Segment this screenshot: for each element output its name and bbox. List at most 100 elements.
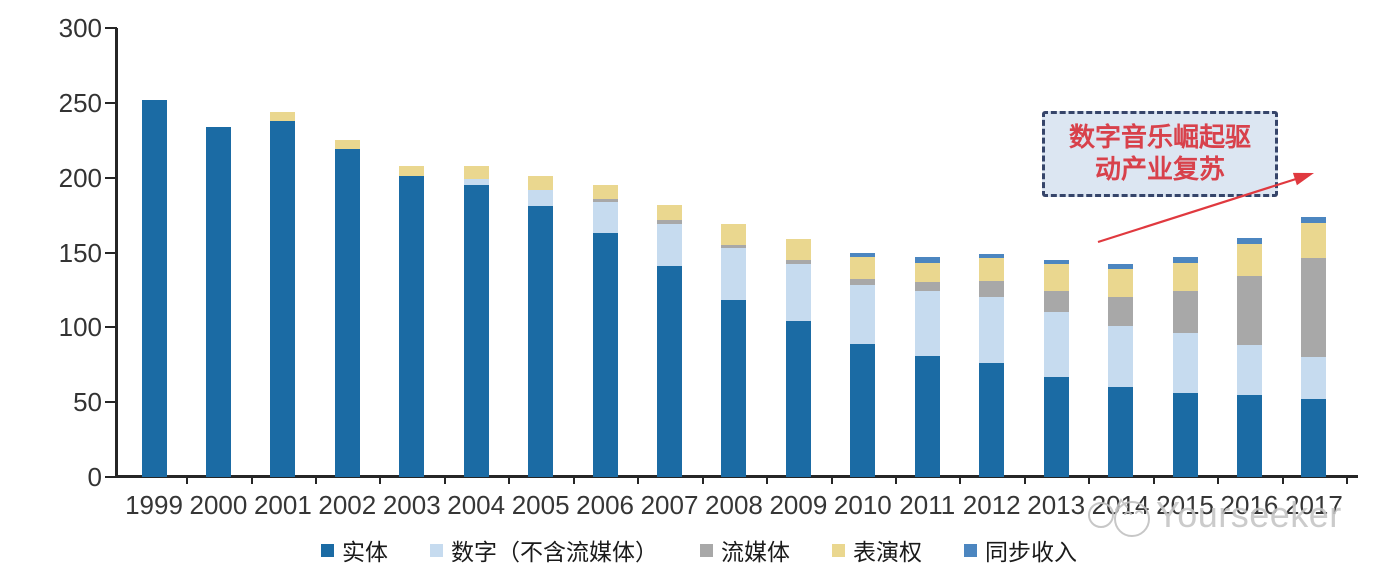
- bar-segment-digital-ex-streaming-2009: [785, 264, 811, 322]
- bar-segment-performance-rights-2002: [334, 140, 360, 150]
- x-axis-label-2007: 2007: [640, 490, 699, 520]
- x-tick: [379, 477, 382, 484]
- y-tick: [105, 176, 117, 179]
- bar-segment-physical-2017: [1301, 399, 1327, 477]
- legend-item-digital-ex-streaming: 数字（不含流媒体）: [430, 533, 658, 567]
- bar-segment-physical-2000: [205, 126, 231, 477]
- x-axis-label-2004: 2004: [447, 490, 506, 520]
- legend-marker-physical: [321, 543, 334, 557]
- bar-segment-streaming-2014: [1108, 297, 1134, 326]
- bar-segment-sync-2015: [1172, 256, 1198, 263]
- bar-segment-performance-rights-2009: [785, 239, 811, 260]
- x-tick: [637, 477, 640, 484]
- x-axis-label-2000: 2000: [189, 490, 248, 520]
- bar-segment-digital-ex-streaming-2015: [1172, 333, 1198, 394]
- x-tick: [766, 477, 769, 484]
- bar-segment-digital-ex-streaming-2017: [1301, 357, 1327, 400]
- watermark-text: Yourseeker: [1156, 494, 1342, 535]
- bar-segment-performance-rights-2008: [721, 224, 747, 246]
- bar-segment-digital-ex-streaming-2011: [914, 291, 940, 356]
- bar-segment-streaming-2010: [850, 279, 876, 286]
- y-tick-label: 100: [58, 312, 102, 343]
- x-axis-label-2006: 2006: [576, 490, 634, 520]
- watermark: Yourseeker: [1086, 492, 1342, 540]
- bar-segment-streaming-2017: [1301, 258, 1327, 358]
- bar-segment-physical-2002: [334, 149, 360, 477]
- x-tick: [315, 477, 318, 484]
- bar-segment-sync-2014: [1108, 264, 1134, 269]
- bar-segment-digital-ex-streaming-2005: [528, 189, 554, 207]
- bar-segment-performance-rights-2007: [657, 204, 683, 220]
- x-tick: [1152, 477, 1155, 484]
- bar-segment-physical-2014: [1108, 387, 1134, 477]
- annotation-callout-box: 数字音乐崛起驱 动产业复苏: [1042, 111, 1278, 197]
- x-axis-label-2008: 2008: [705, 490, 763, 520]
- bar-segment-physical-2008: [721, 300, 747, 477]
- legend-label-digital-ex-streaming: 数字（不含流媒体）: [451, 540, 658, 565]
- bar-segment-physical-2010: [850, 343, 876, 477]
- y-tick: [105, 326, 117, 329]
- bar-segment-performance-rights-2003: [399, 165, 425, 177]
- bar-segment-sync-2016: [1236, 237, 1262, 244]
- bar-segment-physical-2015: [1172, 393, 1198, 477]
- bar-segment-sync-2012: [979, 253, 1005, 259]
- bar-segment-physical-2016: [1236, 394, 1262, 477]
- bar-segment-digital-ex-streaming-2013: [1043, 312, 1069, 377]
- bar-segment-streaming-2011: [914, 282, 940, 292]
- x-tick: [1281, 477, 1284, 484]
- bar-segment-performance-rights-2012: [979, 258, 1005, 281]
- bar-segment-digital-ex-streaming-2016: [1236, 345, 1262, 395]
- y-tick-label: 50: [73, 387, 102, 418]
- bar-segment-digital-ex-streaming-2008: [721, 248, 747, 301]
- y-tick: [105, 251, 117, 254]
- bar-segment-physical-2003: [399, 176, 425, 477]
- legend-label-performance-rights: 表演权: [853, 540, 922, 565]
- legend-label-streaming: 流媒体: [721, 540, 790, 565]
- bar-segment-physical-2007: [657, 265, 683, 477]
- y-tick-label: 200: [58, 162, 102, 193]
- legend-label-sync: 同步收入: [985, 540, 1077, 565]
- x-tick: [959, 477, 962, 484]
- x-tick: [1346, 477, 1349, 484]
- bar-segment-physical-1999: [141, 99, 167, 477]
- annotation-line-1: 数字音乐崛起驱: [1068, 123, 1251, 152]
- x-axis-label-2013: 2013: [1027, 490, 1086, 520]
- chart-legend: 实体 数字（不含流媒体） 流媒体 表演权 同步收入: [0, 533, 1398, 567]
- legend-item-streaming: 流媒体: [700, 533, 790, 567]
- bar-segment-streaming-2006: [592, 198, 618, 202]
- x-tick: [250, 477, 253, 484]
- x-axis-label-2016: 2016: [1220, 490, 1279, 520]
- bar-segment-digital-ex-streaming-2014: [1108, 325, 1134, 388]
- legend-item-sync: 同步收入: [964, 533, 1077, 567]
- bar-segment-performance-rights-2011: [914, 262, 940, 283]
- y-tick-label: 150: [58, 237, 102, 268]
- bar-segment-performance-rights-2006: [592, 185, 618, 199]
- bar-segment-performance-rights-2005: [528, 176, 554, 190]
- bar-segment-physical-2005: [528, 206, 554, 477]
- bar-segment-performance-rights-2004: [463, 165, 489, 180]
- bar-segment-performance-rights-2013: [1043, 264, 1069, 292]
- legend-marker-streaming: [700, 543, 713, 557]
- bar-segment-streaming-2013: [1043, 291, 1069, 313]
- bar-segment-performance-rights-2016: [1236, 243, 1262, 277]
- bar-segment-streaming-2016: [1236, 276, 1262, 346]
- y-tick: [105, 401, 117, 404]
- x-tick: [894, 477, 897, 484]
- bar-segment-digital-ex-streaming-2010: [850, 285, 876, 344]
- legend-item-performance-rights: 表演权: [832, 533, 922, 567]
- bar-segment-performance-rights-2014: [1108, 268, 1134, 298]
- bar-segment-physical-2013: [1043, 376, 1069, 477]
- bar-segment-physical-2009: [785, 321, 811, 477]
- x-axis-label-2001: 2001: [253, 490, 312, 520]
- bar-segment-performance-rights-2017: [1301, 222, 1327, 259]
- bar-segment-sync-2010: [850, 252, 876, 257]
- x-tick: [443, 477, 446, 484]
- x-axis-label-2017: 2017: [1284, 490, 1343, 520]
- bar-segment-performance-rights-2010: [850, 256, 876, 280]
- x-axis-label-2015: 2015: [1156, 490, 1214, 520]
- bar-segment-digital-ex-streaming-2004: [463, 179, 489, 186]
- x-tick: [1088, 477, 1091, 484]
- yourseeker-cat-logo-icon: [1088, 498, 1150, 537]
- bar-segment-physical-2001: [270, 120, 296, 477]
